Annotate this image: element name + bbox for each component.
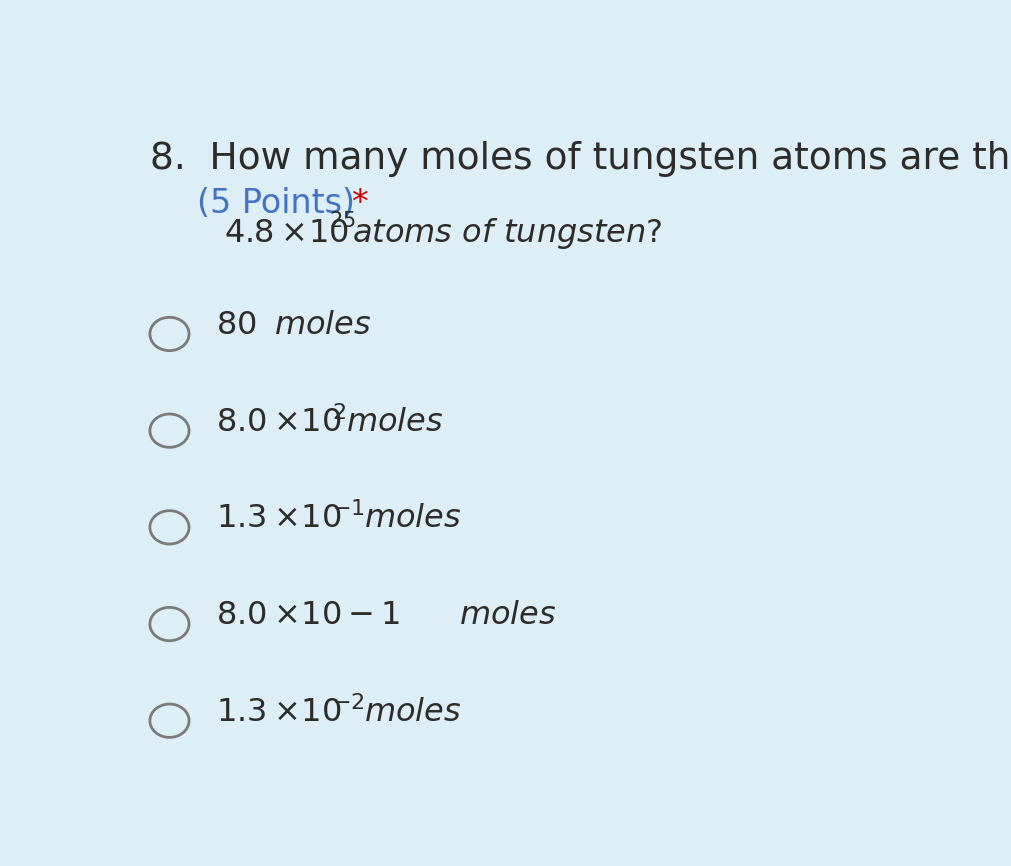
- Text: $-2$: $-2$: [333, 692, 365, 714]
- Circle shape: [150, 607, 189, 641]
- Text: $2$: $2$: [333, 402, 347, 423]
- Text: $\mathit{moles}$: $\mathit{moles}$: [459, 600, 557, 631]
- Text: $25$: $25$: [329, 211, 355, 231]
- Circle shape: [150, 317, 189, 351]
- Circle shape: [150, 414, 189, 448]
- Text: $8.0\times\!10$: $8.0\times\!10$: [216, 407, 342, 437]
- Text: $\mathit{moles}$: $\mathit{moles}$: [364, 697, 461, 727]
- Text: *: *: [351, 187, 368, 220]
- Text: $8.0\times\!10 - 1\ $: $8.0\times\!10 - 1\ $: [216, 600, 401, 631]
- Text: $\mathit{moles}$: $\mathit{moles}$: [274, 310, 371, 341]
- Text: $4.8\times\!10$: $4.8\times\!10$: [224, 218, 349, 249]
- Circle shape: [150, 704, 189, 738]
- Circle shape: [150, 511, 189, 544]
- Text: $1.3\times\!10$: $1.3\times\!10$: [216, 503, 342, 534]
- Text: $\mathit{atoms\ of\ tungsten?}$: $\mathit{atoms\ of\ tungsten?}$: [352, 216, 662, 251]
- Text: $-1$: $-1$: [333, 498, 365, 520]
- Text: $80\ $: $80\ $: [216, 310, 257, 341]
- Text: 8.  How many moles of tungsten atoms are there in: 8. How many moles of tungsten atoms are …: [150, 140, 1011, 177]
- Text: (5 Points): (5 Points): [197, 187, 355, 220]
- Text: $1.3\times\!10$: $1.3\times\!10$: [216, 697, 342, 727]
- Text: $\mathit{moles}$: $\mathit{moles}$: [364, 503, 461, 534]
- Text: $\mathit{moles}$: $\mathit{moles}$: [346, 407, 443, 437]
